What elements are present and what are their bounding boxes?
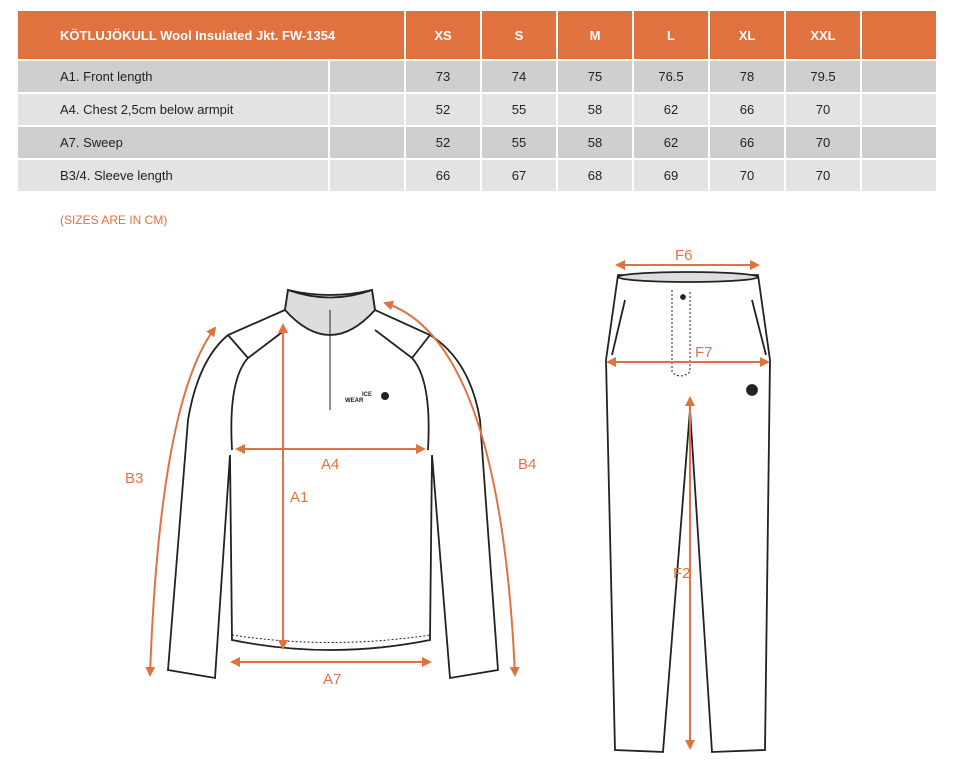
cell: 62: [634, 94, 708, 125]
cell: 68: [558, 160, 632, 191]
cell: 58: [558, 127, 632, 158]
row-label: B3/4. Sleeve length: [18, 160, 328, 191]
units-note: (SIZES ARE IN CM): [60, 213, 168, 227]
cell: 67: [482, 160, 556, 191]
cell: 70: [786, 94, 860, 125]
cell: [862, 94, 936, 125]
label-b3: B3: [125, 470, 143, 487]
cell: 75: [558, 61, 632, 92]
cell: 73: [406, 61, 480, 92]
cell: 69: [634, 160, 708, 191]
blank-cell: [330, 94, 404, 125]
size-header: L: [634, 11, 708, 59]
label-a4: A4: [321, 456, 339, 473]
jacket-outline: [167, 288, 499, 680]
cell: 66: [710, 127, 784, 158]
label-f2: F2: [673, 565, 691, 582]
cell: 58: [558, 94, 632, 125]
svg-text:ICE: ICE: [362, 392, 372, 398]
cell: [862, 160, 936, 191]
svg-text:WEAR: WEAR: [345, 398, 364, 404]
cell: [862, 127, 936, 158]
table-row: A4. Chest 2,5cm below armpit 52 55 58 62 66 7…: [18, 94, 936, 125]
cell: [862, 61, 936, 92]
cell: 62: [634, 127, 708, 158]
cell: 55: [482, 94, 556, 125]
blank-cell: [330, 160, 404, 191]
product-title: KÖTLUJÖKULL Wool Insulated Jkt. FW-1354: [18, 11, 404, 59]
size-header: S: [482, 11, 556, 59]
table-row: B3/4. Sleeve length 66 67 68 69 70 70: [18, 160, 936, 191]
label-a7: A7: [323, 671, 341, 688]
cell: 66: [406, 160, 480, 191]
label-f6: F6: [675, 247, 693, 264]
cell: 70: [786, 160, 860, 191]
cell: 52: [406, 94, 480, 125]
size-header: M: [558, 11, 632, 59]
cell: 66: [710, 94, 784, 125]
cell: 55: [482, 127, 556, 158]
blank-cell: [330, 127, 404, 158]
cell: 78: [710, 61, 784, 92]
table-row: A1. Front length 73 74 75 76.5 78 79.5: [18, 61, 936, 92]
measurement-arrows: [145, 260, 770, 750]
cell: 76.5: [634, 61, 708, 92]
row-label: A4. Chest 2,5cm below armpit: [18, 94, 328, 125]
label-b4: B4: [518, 456, 536, 473]
cell: 74: [482, 61, 556, 92]
table-row: A7. Sweep 52 55 58 62 66 70: [18, 127, 936, 158]
cell: 70: [786, 127, 860, 158]
pants-outline: [605, 271, 771, 753]
blank-cell: [330, 61, 404, 92]
label-a1: A1: [290, 489, 308, 506]
row-label: A7. Sweep: [18, 127, 328, 158]
size-header: [862, 11, 936, 59]
cell: 52: [406, 127, 480, 158]
cell: 79.5: [786, 61, 860, 92]
size-header: XS: [406, 11, 480, 59]
header-row: KÖTLUJÖKULL Wool Insulated Jkt. FW-1354 …: [18, 11, 936, 59]
row-label: A1. Front length: [18, 61, 328, 92]
size-header: XXL: [786, 11, 860, 59]
label-f7: F7: [695, 344, 713, 361]
size-chart-table: KÖTLUJÖKULL Wool Insulated Jkt. FW-1354 …: [16, 9, 938, 193]
cell: 70: [710, 160, 784, 191]
size-header: XL: [710, 11, 784, 59]
